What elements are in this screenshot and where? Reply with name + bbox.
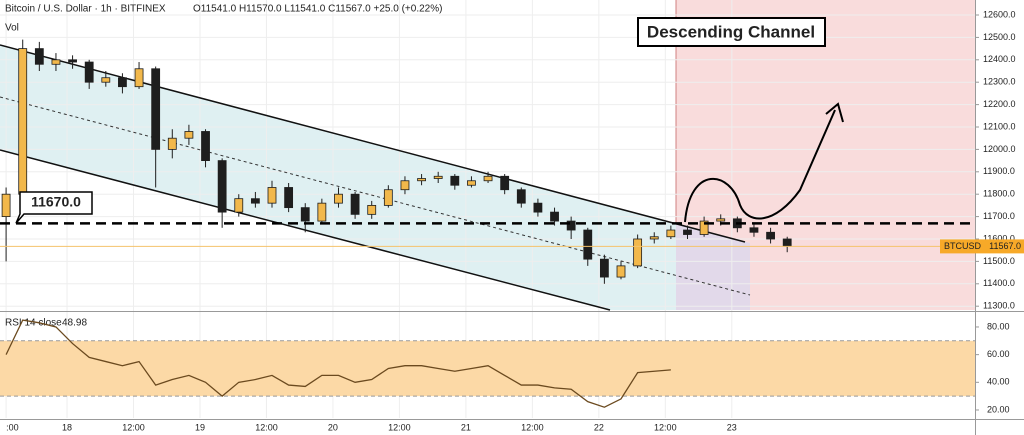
- annotation-box: [637, 17, 826, 47]
- candle-body: [101, 77, 111, 83]
- x-tick-label: 12:00: [654, 422, 677, 432]
- candle-body: [400, 180, 410, 191]
- candle-body: [284, 187, 294, 209]
- x-tick-label: 19: [195, 422, 205, 432]
- level-callout: [15, 191, 93, 224]
- candle-body: [782, 238, 792, 247]
- candle-body: [34, 48, 44, 65]
- y-tick-label: 11800.0: [983, 189, 1015, 199]
- candle-body: [533, 202, 543, 213]
- y-tick-label: 12000.0: [983, 144, 1016, 154]
- candle-body: [433, 175, 443, 179]
- y-tick-label: 11700.0: [983, 211, 1015, 221]
- candle-body: [51, 59, 61, 65]
- y-tick-label: 11400.0: [983, 278, 1015, 288]
- candle-body: [417, 178, 426, 182]
- y-tick-label: 11600.0: [983, 233, 1015, 243]
- last-price-label: 11567.0: [989, 241, 1021, 251]
- x-tick-label: 12:00: [388, 422, 411, 432]
- candle-body: [167, 137, 177, 150]
- x-tick-label: 23: [727, 422, 737, 432]
- candle-body: [234, 198, 244, 213]
- rsi-title: RSI 14 close: [5, 318, 62, 329]
- y-tick-label: 12600.0: [983, 9, 1016, 19]
- candle-body: [84, 61, 94, 83]
- x-tick-label: 12:00: [122, 422, 145, 432]
- candle-body: [566, 220, 576, 231]
- volume-label: Vol: [5, 23, 19, 34]
- candle-body: [383, 189, 393, 206]
- candle-body: [300, 207, 310, 222]
- candle-body: [350, 193, 360, 215]
- y-tick-label: 11500.0: [983, 256, 1015, 266]
- y-tick-label: 12100.0: [983, 121, 1016, 131]
- candle-body: [18, 48, 28, 195]
- rsi-band: [0, 340, 975, 397]
- candle-body: [483, 175, 493, 182]
- candle-body: [151, 68, 161, 150]
- candle-body: [250, 198, 260, 204]
- price-tag: [940, 239, 1024, 254]
- y-tick-label: 12500.0: [983, 32, 1016, 42]
- rsi-y-tick-label: 40.00: [987, 377, 1010, 387]
- candle-body: [367, 204, 377, 215]
- x-tick-label: 22: [594, 422, 604, 432]
- candle-body: [583, 229, 593, 260]
- x-tick-label: 12:00: [521, 422, 544, 432]
- candle-body: [633, 238, 643, 267]
- rsi-y-tick-label: 20.00: [987, 404, 1010, 414]
- channel-fill: [0, 45, 676, 310]
- x-tick-label: :00: [6, 422, 19, 432]
- symbol-tag: BTCUSD: [944, 241, 982, 251]
- candle-body: [649, 236, 659, 240]
- y-tick-label: 11300.0: [983, 301, 1015, 311]
- arrow-head: [825, 102, 844, 123]
- symbol-title: Bitcoin / U.S. Dollar · 1h · BITFINEX: [5, 4, 166, 15]
- candle-body: [1, 193, 11, 217]
- y-tick-label: 12300.0: [983, 77, 1016, 87]
- x-tick-label: 21: [461, 422, 471, 432]
- annotation: Descending Channel: [647, 22, 815, 41]
- candle-body: [184, 131, 194, 139]
- candle-body: [766, 231, 775, 240]
- candle-body: [201, 131, 210, 161]
- level-label: 11670.0: [31, 194, 81, 210]
- forecast-arrow: [684, 109, 836, 223]
- candle-body: [683, 229, 692, 235]
- rsi-line: [5, 319, 671, 408]
- candle-body: [217, 160, 227, 213]
- candle-body: [666, 229, 676, 238]
- y-tick-label: 12200.0: [983, 99, 1016, 109]
- candle-body: [716, 218, 726, 222]
- candle-body: [616, 265, 626, 278]
- candle-body: [68, 59, 77, 63]
- candle-body: [267, 187, 277, 204]
- candle-body: [749, 227, 759, 233]
- rsi-y-tick-label: 80.00: [987, 321, 1010, 331]
- candle-body: [450, 175, 460, 186]
- rsi-y-tick-label: 60.00: [987, 349, 1010, 359]
- y-tick-label: 12400.0: [983, 54, 1016, 64]
- candle-body: [599, 258, 609, 278]
- x-tick-label: 20: [328, 422, 338, 432]
- candle-body: [516, 189, 526, 204]
- ohlc-label: O11541.0 H11570.0 L11541.0 C11567.0 +25.…: [193, 4, 442, 15]
- x-tick-label: 18: [62, 422, 72, 432]
- candle-body: [550, 211, 559, 222]
- y-tick-label: 11900.0: [983, 166, 1015, 176]
- candle-body: [467, 180, 476, 186]
- candle-body: [134, 68, 144, 88]
- candle-body: [118, 77, 127, 88]
- candle-body: [334, 193, 343, 204]
- candle-body: [699, 220, 709, 235]
- rsi-value: 48.98: [62, 318, 87, 329]
- candle-body: [317, 202, 327, 222]
- x-tick-label: 12:00: [255, 422, 278, 432]
- candle-body: [500, 175, 510, 191]
